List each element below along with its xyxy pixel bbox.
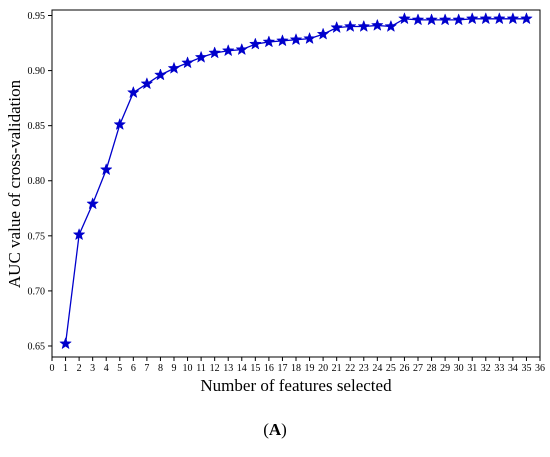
x-tick-label: 36 xyxy=(535,363,545,374)
x-tick-label: 31 xyxy=(467,363,477,374)
data-point xyxy=(479,12,493,25)
x-tick-label: 19 xyxy=(305,363,315,374)
x-tick-label: 13 xyxy=(223,363,233,374)
panel-label-letter: A xyxy=(268,420,282,439)
data-point xyxy=(194,50,208,63)
data-point xyxy=(86,197,100,210)
x-tick-label: 14 xyxy=(237,363,247,374)
series-layer xyxy=(59,12,533,350)
data-point xyxy=(140,77,154,90)
data-point xyxy=(221,44,235,57)
x-tick-label: 6 xyxy=(131,363,136,374)
data-point xyxy=(59,337,72,350)
x-tick-label: 24 xyxy=(372,363,382,374)
x-axis-title: Number of features selected xyxy=(200,376,392,395)
data-point xyxy=(343,19,357,32)
x-axis: 0 1 2 3 4 5 6 7 8 9 10 11 12 13 14 15 16 17 18 19 20 21 22 23 24… xyxy=(50,357,545,374)
panel-label: (A) xyxy=(0,420,550,440)
x-tick-label: 35 xyxy=(521,363,531,374)
data-point xyxy=(384,19,398,32)
x-tick-label: 26 xyxy=(399,363,409,374)
plot-frame xyxy=(51,9,541,358)
data-point xyxy=(492,12,506,25)
y-tick-label: 0.75 xyxy=(28,231,46,242)
x-tick-label: 3 xyxy=(90,363,95,374)
x-tick-label: 0 xyxy=(50,363,55,374)
x-tick-label: 25 xyxy=(386,363,396,374)
x-tick-label: 12 xyxy=(210,363,220,374)
x-tick-label: 18 xyxy=(291,363,301,374)
data-point xyxy=(154,68,167,81)
x-tick-label: 21 xyxy=(332,363,342,374)
y-tick-label: 0.80 xyxy=(28,176,46,187)
data-point xyxy=(425,13,438,26)
x-tick-label: 30 xyxy=(454,363,464,374)
data-point xyxy=(452,13,466,26)
x-tick-label: 28 xyxy=(427,363,437,374)
data-point xyxy=(181,56,194,69)
data-point xyxy=(113,117,127,130)
data-point xyxy=(276,34,289,47)
x-tick-label: 23 xyxy=(359,363,369,374)
x-tick-label: 11 xyxy=(196,363,206,374)
x-tick-label: 10 xyxy=(183,363,193,374)
x-tick-label: 15 xyxy=(250,363,260,374)
data-point xyxy=(289,33,303,46)
data-point xyxy=(506,12,520,25)
x-tick-label: 7 xyxy=(144,363,149,374)
y-tick-label: 0.85 xyxy=(28,121,46,132)
data-point xyxy=(126,85,140,99)
data-point xyxy=(262,35,276,48)
data-point xyxy=(520,12,533,25)
x-tick-label: 8 xyxy=(158,363,163,374)
y-tick-label: 0.90 xyxy=(28,66,46,77)
x-tick-label: 29 xyxy=(440,363,450,374)
data-point xyxy=(235,42,249,56)
x-tick-label: 16 xyxy=(264,363,274,374)
x-tick-label: 22 xyxy=(345,363,355,374)
data-point xyxy=(208,46,222,59)
data-point xyxy=(438,13,452,26)
data-point xyxy=(411,13,425,26)
data-point xyxy=(72,228,86,241)
data-point xyxy=(465,12,479,25)
data-point xyxy=(99,163,113,176)
x-tick-label: 27 xyxy=(413,363,423,374)
data-point xyxy=(370,18,384,31)
x-tick-label: 9 xyxy=(172,363,177,374)
x-tick-label: 2 xyxy=(77,363,82,374)
x-tick-label: 20 xyxy=(318,363,328,374)
y-tick-label: 0.65 xyxy=(28,341,46,352)
x-tick-label: 4 xyxy=(104,363,109,374)
y-tick-label: 0.70 xyxy=(28,286,46,297)
data-point xyxy=(330,20,344,34)
x-tick-label: 1 xyxy=(63,363,68,374)
x-tick-label: 17 xyxy=(277,363,287,374)
data-point xyxy=(316,27,330,40)
data-point xyxy=(357,19,371,32)
y-axis: 0.65 0.70 0.75 0.80 0.85 0.90 0.95 xyxy=(28,11,52,352)
data-point xyxy=(303,31,316,45)
x-tick-label: 32 xyxy=(481,363,491,374)
chart: 0 1 2 3 4 5 6 7 8 9 10 11 12 13 14 15 16 17 18 19 20 21 22 23 24… xyxy=(5,9,545,395)
x-tick-label: 5 xyxy=(117,363,122,374)
y-tick-label: 0.95 xyxy=(28,11,46,22)
x-tick-label: 33 xyxy=(494,363,504,374)
panel-label-open: ( xyxy=(263,420,269,439)
data-point xyxy=(248,37,262,50)
x-tick-label: 34 xyxy=(508,363,518,374)
y-axis-title: AUC value of cross-validation xyxy=(5,79,24,288)
data-point xyxy=(167,61,181,74)
panel-label-close: ) xyxy=(281,420,287,439)
plot-border xyxy=(51,9,541,358)
data-point xyxy=(398,12,411,25)
series-line xyxy=(64,18,527,344)
